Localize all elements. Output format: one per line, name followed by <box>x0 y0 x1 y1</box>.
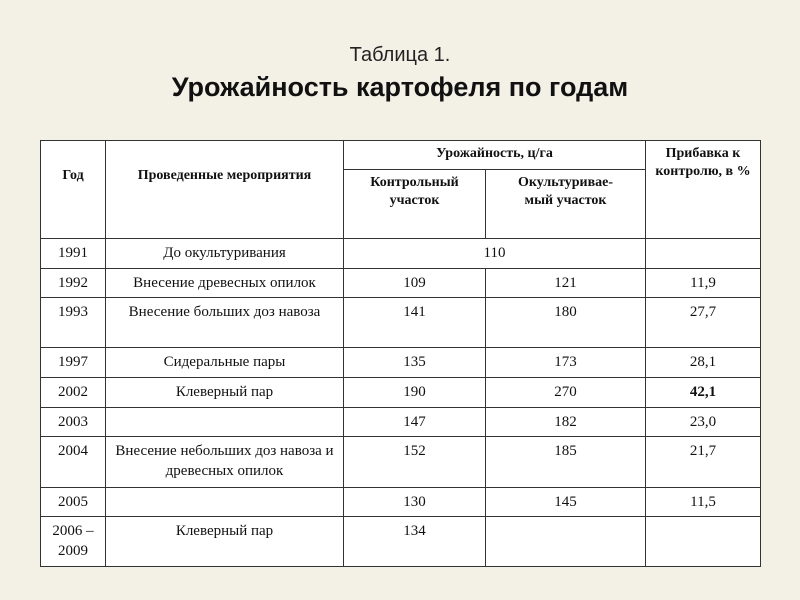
cell-cultivated: 145 <box>485 487 646 517</box>
cell-increase: 27,7 <box>645 297 761 348</box>
cell-cultivated: 270 <box>485 377 646 408</box>
cell-increase: 28,1 <box>645 347 761 378</box>
cell-measure: Внесение больших доз навоза <box>105 297 344 348</box>
table-row: 2003 147 182 23,0 <box>40 407 761 437</box>
header-control: Контрольный участок <box>343 169 486 239</box>
cell-year: 2005 <box>40 487 106 517</box>
cell-increase: 23,0 <box>645 407 761 437</box>
cell-year: 2003 <box>40 407 106 437</box>
table-row: 1993 Внесение больших доз навоза 141 180… <box>40 297 761 348</box>
table-row: 1992 Внесение древесных опилок 109 121 1… <box>40 268 761 298</box>
cell-year: 2002 <box>40 377 106 408</box>
cell-control: 152 <box>343 436 486 488</box>
cell-control: 134 <box>343 516 486 567</box>
cell-control: 109 <box>343 268 486 298</box>
cell-year: 2006 – 2009 <box>40 516 106 567</box>
cell-measure: Внесение древесных опилок <box>105 268 344 298</box>
cell-increase: 11,9 <box>645 268 761 298</box>
cell-year: 1993 <box>40 297 106 348</box>
cell-year: 1992 <box>40 268 106 298</box>
table-row: 2006 – 2009 Клеверный пар 134 <box>40 516 761 567</box>
cell-measure: Сидеральные пары <box>105 347 344 378</box>
cell-year: 1997 <box>40 347 106 378</box>
cell-measure <box>105 407 344 437</box>
cell-year: 1991 <box>40 238 106 269</box>
cell-cultivated: 182 <box>485 407 646 437</box>
cell-measure: Внесение небольших доз навоза и древесны… <box>105 436 344 488</box>
header-cultivated-line2: мый участок <box>524 193 607 208</box>
cell-measure: До окультуривания <box>105 238 344 269</box>
table-subheader-row: Контрольный участок Окультуривае- мый уч… <box>41 169 761 239</box>
cell-cultivated: 121 <box>485 268 646 298</box>
cell-measure: Клеверный пар <box>105 516 344 567</box>
header-yield: Урожайность, ц/га <box>343 140 646 170</box>
cell-control: 190 <box>343 377 486 408</box>
cell-increase <box>645 516 761 567</box>
cell-control: 130 <box>343 487 486 517</box>
table-row: 2004 Внесение небольших доз навоза и дре… <box>40 436 761 488</box>
cell-control: 141 <box>343 297 486 348</box>
header-year: Год <box>40 140 106 239</box>
header-increase: Прибавка к контролю, в % <box>645 140 761 239</box>
cell-cultivated: 185 <box>485 436 646 488</box>
cell-increase <box>645 238 761 269</box>
header-measures: Проведенные мероприятия <box>105 140 344 239</box>
cell-control: 135 <box>343 347 486 378</box>
cell-measure: Клеверный пар <box>105 377 344 408</box>
header-cultivated: Окультуривае- мый участок <box>485 169 646 239</box>
table-caption: Таблица 1. <box>349 44 451 66</box>
cell-yield-merged: 110 <box>343 238 646 269</box>
yield-table: Год Проведенные мероприятия Урожайность,… <box>40 140 761 567</box>
table-row: 1997 Сидеральные пары 135 173 28,1 <box>40 347 761 378</box>
cell-cultivated: 173 <box>485 347 646 378</box>
cell-cultivated: 180 <box>485 297 646 348</box>
cell-measure <box>105 487 344 517</box>
cell-cultivated <box>485 516 646 567</box>
cell-increase: 21,7 <box>645 436 761 488</box>
cell-increase-highlight: 42,1 <box>645 377 761 408</box>
table-header-row: Год Проведенные мероприятия Урожайность,… <box>40 140 761 239</box>
table-row: 1991 До окультуривания 110 <box>40 238 761 269</box>
table-row: 2002 Клеверный пар 190 270 42,1 <box>40 377 761 408</box>
header-cultivated-line1: Окультуривае- <box>517 175 614 190</box>
table-row: 2005 130 145 11,5 <box>40 487 761 517</box>
cell-increase: 11,5 <box>645 487 761 517</box>
cell-control: 147 <box>343 407 486 437</box>
cell-year: 2004 <box>40 436 106 488</box>
page-title: Урожайность картофеля по годам <box>171 72 629 102</box>
